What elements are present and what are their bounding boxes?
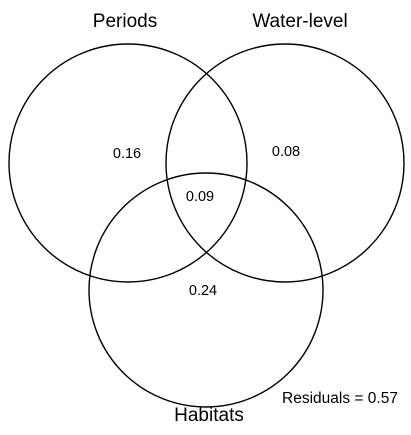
periods-label: Periods [93,11,157,32]
habitats-circle [88,172,324,408]
water-level-circle [165,43,405,283]
habitats-only-value: 0.24 [189,283,217,299]
water-level-only-value: 0.08 [272,144,300,160]
habitats-label: Habitats [174,405,244,426]
water-level-label: Water-level [252,11,347,32]
periods-circle [8,43,248,283]
all-three-overlap-value: 0.09 [186,189,214,205]
residuals-label: Residuals = 0.57 [282,390,398,407]
periods-only-value: 0.16 [113,146,141,162]
